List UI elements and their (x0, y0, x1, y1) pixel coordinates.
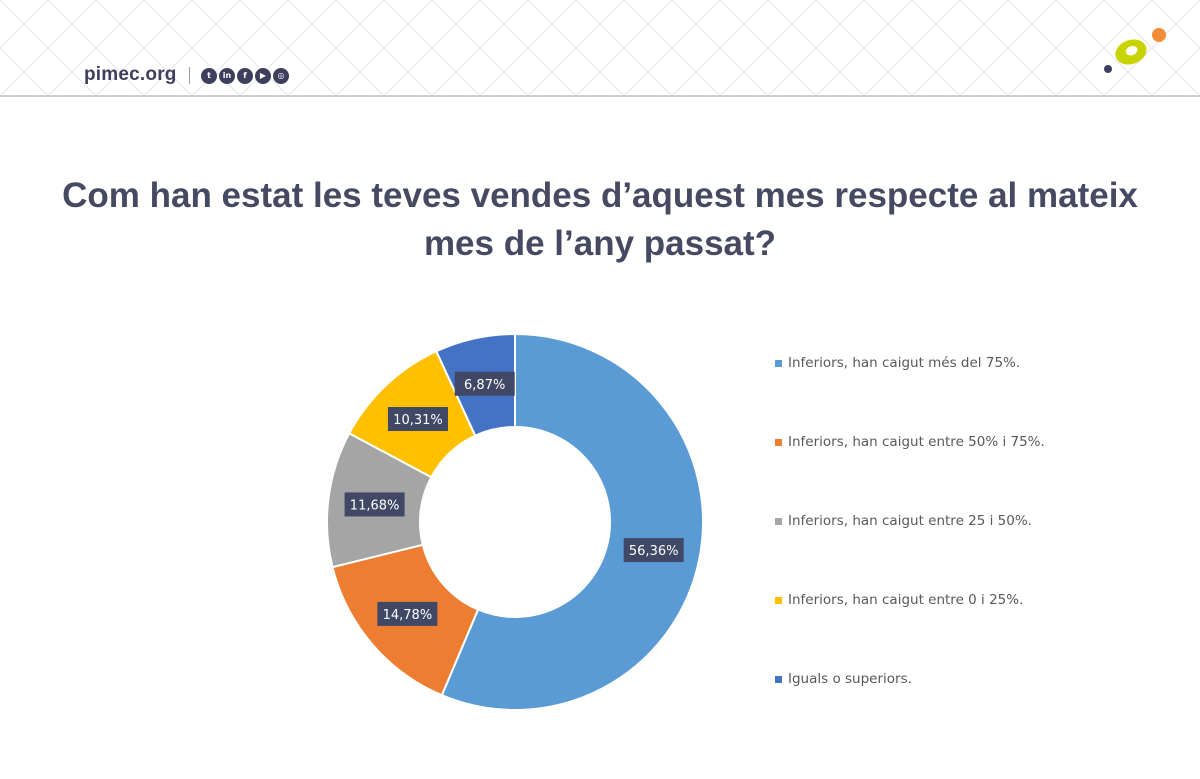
youtube-icon[interactable]: ▶ (255, 68, 271, 84)
page-header: pimec.org t in f ▶ ◎ (0, 0, 1200, 97)
data-label-3: 10,31% (387, 407, 448, 432)
legend-label: Inferiors, han caigut entre 50% i 75%. (788, 434, 1045, 450)
legend-item-1: Inferiors, han caigut entre 50% i 75%. (775, 434, 1045, 450)
data-label-0: 56,36% (623, 538, 684, 563)
data-label-text: 10,31% (393, 413, 443, 428)
header-pattern-lines (0, 0, 1200, 96)
legend-swatch (775, 438, 782, 446)
data-label-text: 14,78% (383, 608, 433, 623)
legend-swatch (775, 596, 782, 604)
site-url[interactable]: pimec.org (84, 64, 177, 85)
pimec-logo (1104, 28, 1166, 73)
data-label-1: 14,78% (377, 601, 438, 626)
twitter-icon[interactable]: t (201, 68, 217, 84)
legend-label: Inferiors, han caigut entre 0 i 25%. (788, 592, 1024, 608)
legend-label: Inferiors, han caigut entre 25 i 50%. (788, 513, 1032, 529)
data-label-text: 56,36% (629, 544, 679, 559)
data-label-text: 6,87% (464, 378, 505, 393)
data-label-box (454, 371, 515, 396)
social-icons: t in f ▶ ◎ (201, 68, 289, 84)
data-label-text: 11,68% (350, 498, 400, 513)
legend-swatch (775, 517, 782, 525)
chart-title: Com han estat les teves vendes d’aquest … (62, 176, 1138, 263)
donut-slice-0 (440, 332, 704, 711)
header-divider (0, 95, 1200, 97)
data-label-box (387, 407, 448, 432)
legend-item-4: Iguals o superiors. (775, 671, 912, 687)
header-separator (189, 67, 190, 84)
data-label-box (377, 601, 438, 626)
facebook-icon[interactable]: f (237, 68, 253, 84)
instagram-icon[interactable]: ◎ (273, 68, 289, 84)
linkedin-icon[interactable]: in (219, 68, 235, 84)
data-label-2: 11,68% (344, 492, 405, 517)
legend-swatch (775, 675, 782, 683)
data-label-box (623, 538, 684, 563)
legend-label: Iguals o superiors. (788, 671, 912, 687)
legend-item-2: Inferiors, han caigut entre 25 i 50%. (775, 513, 1032, 529)
legend-item-0: Inferiors, han caigut més del 75%. (775, 355, 1020, 371)
data-label-box (344, 492, 405, 517)
legend-item-3: Inferiors, han caigut entre 0 i 25%. (775, 592, 1023, 608)
header-pattern (0, 0, 1200, 96)
legend-label: Inferiors, han caigut més del 75%. (788, 355, 1021, 371)
donut-chart: 56,36% 14,78% 11,68% 10,31% 6,87% (326, 332, 704, 711)
data-label-4: 6,87% (454, 371, 515, 396)
legend-swatch (775, 359, 782, 367)
